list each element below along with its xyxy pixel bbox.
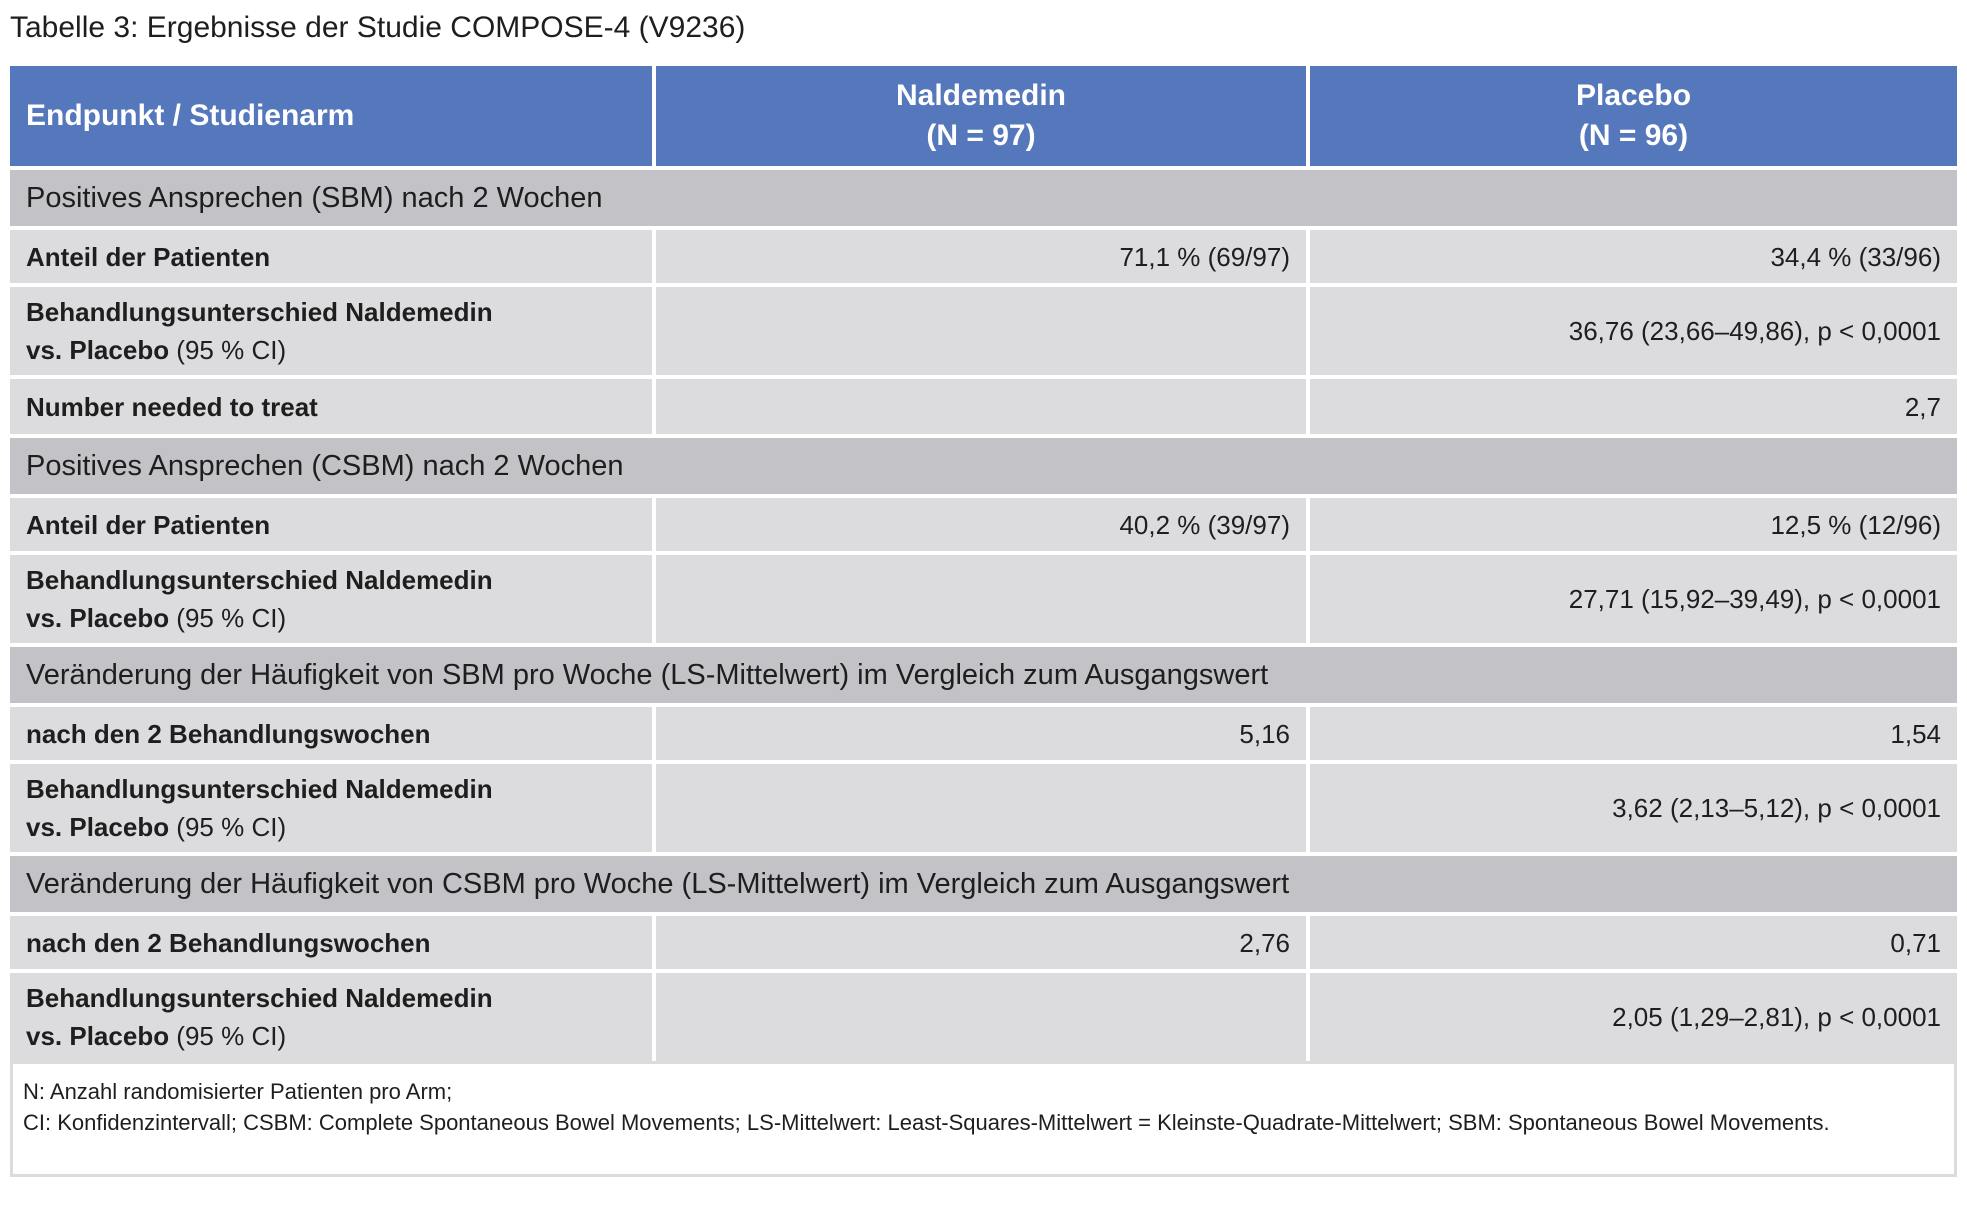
table-row: Anteil der Patienten 40,2 % (39/97) 12,5… — [10, 498, 1957, 551]
table-title: Tabelle 3: Ergebnisse der Studie COMPOSE… — [10, 11, 746, 44]
table-row: Number needed to treat 2,7 — [10, 379, 1957, 434]
difference-value: 36,76 (23,66–49,86), p < 0,0001 — [1310, 287, 1957, 375]
naldemedin-value: 71,1 % (69/97) — [656, 230, 1306, 283]
header-naldemedin-name: Naldemedin — [895, 79, 1067, 112]
empty-cell — [656, 555, 1306, 643]
row-label: nach den 2 Behandlungswochen — [10, 916, 652, 969]
section-header: Veränderung der Häufigkeit von CSBM pro … — [10, 856, 1957, 912]
table-row: nach den 2 Behandlungswochen 5,16 1,54 — [10, 707, 1957, 760]
table-row: Anteil der Patienten 71,1 % (69/97) 34,4… — [10, 230, 1957, 283]
header-endpoint: Endpunkt / Studienarm — [10, 66, 652, 166]
row-label: Behandlungsunterschied Naldemedin vs. Pl… — [10, 973, 652, 1061]
empty-cell — [656, 379, 1306, 434]
table-row: Behandlungsunterschied Naldemedin vs. Pl… — [10, 555, 1957, 643]
header-placebo: Placebo (N = 96) — [1310, 66, 1957, 166]
table-row: Behandlungsunterschied Naldemedin vs. Pl… — [10, 764, 1957, 852]
table-footnote: N: Anzahl randomisierter Patienten pro A… — [10, 1061, 1957, 1177]
section-header: Positives Ansprechen (CSBM) nach 2 Woche… — [10, 438, 1957, 494]
header-naldemedin-n: (N = 97) — [926, 119, 1036, 152]
row-label: Behandlungsunterschied Naldemedin vs. Pl… — [10, 764, 652, 852]
header-placebo-n: (N = 96) — [1578, 119, 1689, 152]
placebo-value: 12,5 % (12/96) — [1310, 498, 1957, 551]
naldemedin-value: 5,16 — [656, 707, 1306, 760]
empty-cell — [656, 287, 1306, 375]
row-label: nach den 2 Behandlungswochen — [10, 707, 652, 760]
empty-cell — [656, 764, 1306, 852]
header-naldemedin: Naldemedin (N = 97) — [656, 66, 1306, 166]
placebo-value: 0,71 — [1310, 916, 1957, 969]
naldemedin-value: 40,2 % (39/97) — [656, 498, 1306, 551]
row-label: Anteil der Patienten — [10, 230, 652, 283]
difference-value: 27,71 (15,92–39,49), p < 0,0001 — [1310, 555, 1957, 643]
table-row: Behandlungsunterschied Naldemedin vs. Pl… — [10, 287, 1957, 375]
nnt-value: 2,7 — [1310, 379, 1957, 434]
footnote-line-2: CI: Konfidenzintervall; CSBM: Complete S… — [23, 1110, 1830, 1135]
table-header-row: Endpunkt / Studienarm Naldemedin (N = 97… — [10, 66, 1957, 166]
empty-cell — [656, 973, 1306, 1061]
table-row: nach den 2 Behandlungswochen 2,76 0,71 — [10, 916, 1957, 969]
row-label: Number needed to treat — [10, 379, 652, 434]
section-header: Positives Ansprechen (SBM) nach 2 Wochen — [10, 170, 1957, 226]
section-header: Veränderung der Häufigkeit von SBM pro W… — [10, 647, 1957, 703]
footnote-line-1: N: Anzahl randomisierter Patienten pro A… — [23, 1079, 453, 1104]
placebo-value: 34,4 % (33/96) — [1310, 230, 1957, 283]
naldemedin-value: 2,76 — [656, 916, 1306, 969]
row-label: Behandlungsunterschied Naldemedin vs. Pl… — [10, 287, 652, 375]
row-label: Behandlungsunterschied Naldemedin vs. Pl… — [10, 555, 652, 643]
results-table: Endpunkt / Studienarm Naldemedin (N = 97… — [10, 66, 1957, 1177]
difference-value: 2,05 (1,29–2,81), p < 0,0001 — [1310, 973, 1957, 1061]
placebo-value: 1,54 — [1310, 707, 1957, 760]
table-row: Behandlungsunterschied Naldemedin vs. Pl… — [10, 973, 1957, 1061]
row-label: Anteil der Patienten — [10, 498, 652, 551]
difference-value: 3,62 (2,13–5,12), p < 0,0001 — [1310, 764, 1957, 852]
header-placebo-name: Placebo — [1575, 79, 1692, 112]
